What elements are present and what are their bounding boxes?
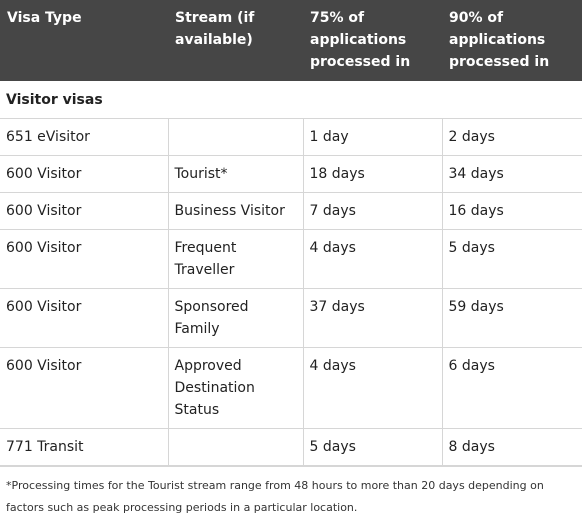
p90-cell: 59 days: [441, 288, 582, 348]
p90-cell: 2 days: [441, 118, 582, 156]
stream-cell: Sponsored Family: [167, 288, 304, 348]
header-75-percent: 75% of applications processed in: [303, 0, 442, 81]
section-label: Visitor visas: [0, 81, 582, 119]
p75-cell: 4 days: [302, 229, 443, 289]
p90-cell: 16 days: [441, 192, 582, 230]
p75-cell: 37 days: [302, 288, 443, 348]
p90-cell: 8 days: [441, 428, 582, 466]
stream-cell: Frequent Traveller: [167, 229, 304, 289]
table-row: 600 Visitor Business Visitor 7 days 16 d…: [0, 192, 582, 230]
p75-cell: 18 days: [302, 155, 443, 193]
table-row: 600 Visitor Approved Destination Status …: [0, 347, 582, 429]
stream-cell: Business Visitor: [167, 192, 304, 230]
table-header-row: Visa Type Stream (if available) 75% of a…: [0, 0, 582, 81]
footnote: *Processing times for the Tourist stream…: [0, 466, 582, 519]
table-row: 771 Transit 5 days 8 days: [0, 428, 582, 466]
visa-type-cell: 600 Visitor: [0, 192, 169, 230]
p90-cell: 6 days: [441, 347, 582, 429]
stream-cell: [167, 118, 304, 156]
table-row: 600 Visitor Tourist* 18 days 34 days: [0, 155, 582, 193]
p90-cell: 5 days: [441, 229, 582, 289]
p75-cell: 7 days: [302, 192, 443, 230]
processing-times-table: Visa Type Stream (if available) 75% of a…: [0, 0, 582, 466]
header-visa-type: Visa Type: [0, 0, 168, 81]
visa-type-cell: 600 Visitor: [0, 155, 169, 193]
table-row: 600 Visitor Frequent Traveller 4 days 5 …: [0, 229, 582, 289]
table-row: 600 Visitor Sponsored Family 37 days 59 …: [0, 288, 582, 348]
visa-type-cell: 600 Visitor: [0, 288, 169, 348]
header-stream: Stream (if available): [168, 0, 303, 81]
p90-cell: 34 days: [441, 155, 582, 193]
visa-type-cell: 771 Transit: [0, 428, 169, 466]
p75-cell: 5 days: [302, 428, 443, 466]
table-row: 651 eVisitor 1 day 2 days: [0, 118, 582, 156]
visa-type-cell: 600 Visitor: [0, 229, 169, 289]
visa-type-cell: 651 eVisitor: [0, 118, 169, 156]
p75-cell: 4 days: [302, 347, 443, 429]
section-row: Visitor visas: [0, 81, 582, 119]
stream-cell: Tourist*: [167, 155, 304, 193]
stream-cell: Approved Destination Status: [167, 347, 304, 429]
header-90-percent: 90% of applications processed in: [442, 0, 582, 81]
stream-cell: [167, 428, 304, 466]
p75-cell: 1 day: [302, 118, 443, 156]
visa-type-cell: 600 Visitor: [0, 347, 169, 429]
